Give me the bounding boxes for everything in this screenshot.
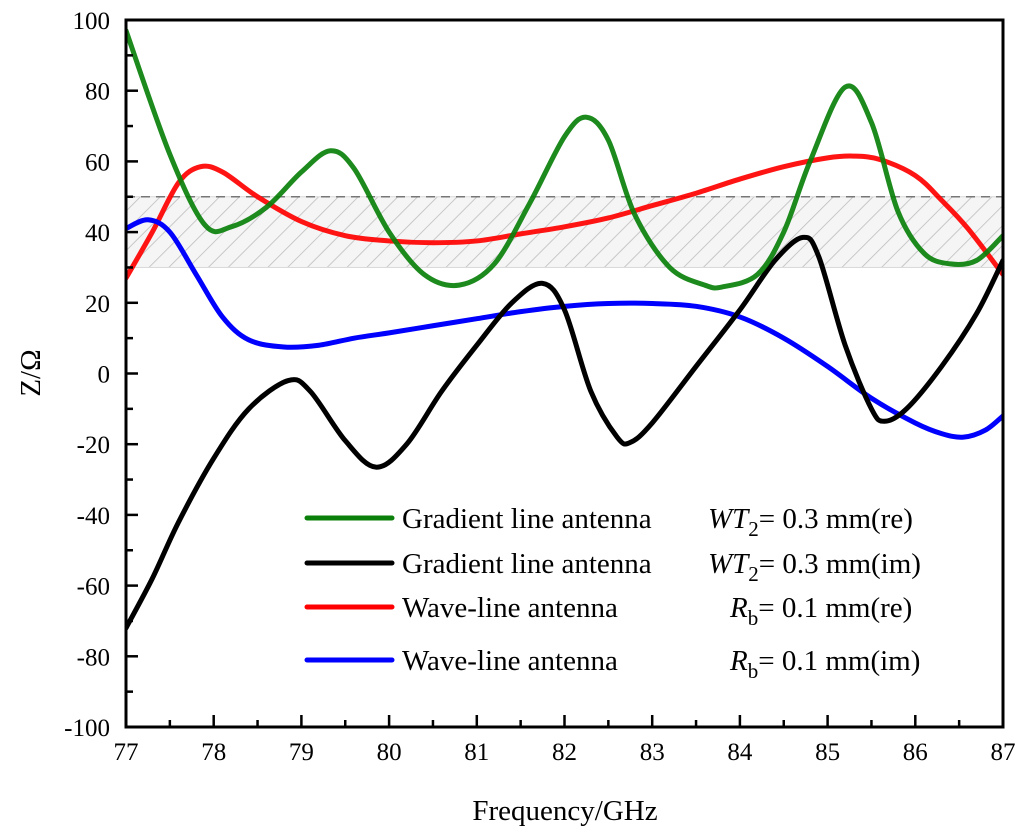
y-tick-label: 20 <box>85 291 110 318</box>
x-tick-label: 87 <box>991 739 1016 766</box>
y-tick-label: 60 <box>85 149 110 176</box>
x-tick-label: 80 <box>377 739 402 766</box>
y-tick-label: 80 <box>85 79 110 106</box>
legend-parameter: Rb= 0.1 mm(re) <box>729 592 912 630</box>
legend-parameter: WT2= 0.3 mm(im) <box>708 548 921 586</box>
y-tick-label: -40 <box>77 503 110 530</box>
x-tick-label: 83 <box>640 739 665 766</box>
y-tick-label: -80 <box>77 644 110 671</box>
legend-label: Gradient line antenna <box>402 503 652 535</box>
series-gradient-im <box>126 234 1003 631</box>
legend-item: Wave-line antenna Rb= 0.1 mm(re) <box>304 592 912 630</box>
x-tick-label: 79 <box>289 739 314 766</box>
y-tick-label: -60 <box>77 574 110 601</box>
legend-parameter: WT2= 0.3 mm(re) <box>708 503 913 541</box>
target-impedance-band <box>125 196 1004 268</box>
x-tick-label: 81 <box>464 739 489 766</box>
legend-label: Wave-line antenna <box>402 592 618 624</box>
x-tick-label: 82 <box>552 739 577 766</box>
x-tick-label: 78 <box>201 739 226 766</box>
x-tick-label: 85 <box>815 739 840 766</box>
legend-item: Gradient line antenna WT2= 0.3 mm(re) <box>304 503 913 541</box>
y-tick-label: -100 <box>64 715 110 742</box>
y-tick-label: 40 <box>85 220 110 247</box>
legend: Gradient line antenna WT2= 0.3 mm(re)Grad… <box>304 503 921 683</box>
hatched-band <box>125 196 1004 268</box>
legend-item: Gradient line antenna WT2= 0.3 mm(im) <box>304 548 921 586</box>
y-tick-label: 100 <box>73 8 111 35</box>
x-tick-label: 84 <box>727 739 753 766</box>
x-axis-title: Frequency/GHz <box>472 795 657 827</box>
y-tick-label: 0 <box>98 362 111 389</box>
legend-item: Wave-line antenna Rb= 0.1 mm(im) <box>304 645 920 683</box>
x-tick-label: 86 <box>903 739 928 766</box>
y-axis-title: Z/Ω <box>15 349 47 396</box>
legend-label: Wave-line antenna <box>402 645 618 677</box>
series-wave-im <box>126 217 1003 440</box>
x-tick-label: 77 <box>114 739 139 766</box>
series-wave-re <box>126 153 1003 281</box>
series-gradient-re <box>126 28 1003 291</box>
legend-label: Gradient line antenna <box>402 548 652 580</box>
legend-parameter: Rb= 0.1 mm(im) <box>729 645 920 683</box>
y-tick-label: -20 <box>77 432 110 459</box>
